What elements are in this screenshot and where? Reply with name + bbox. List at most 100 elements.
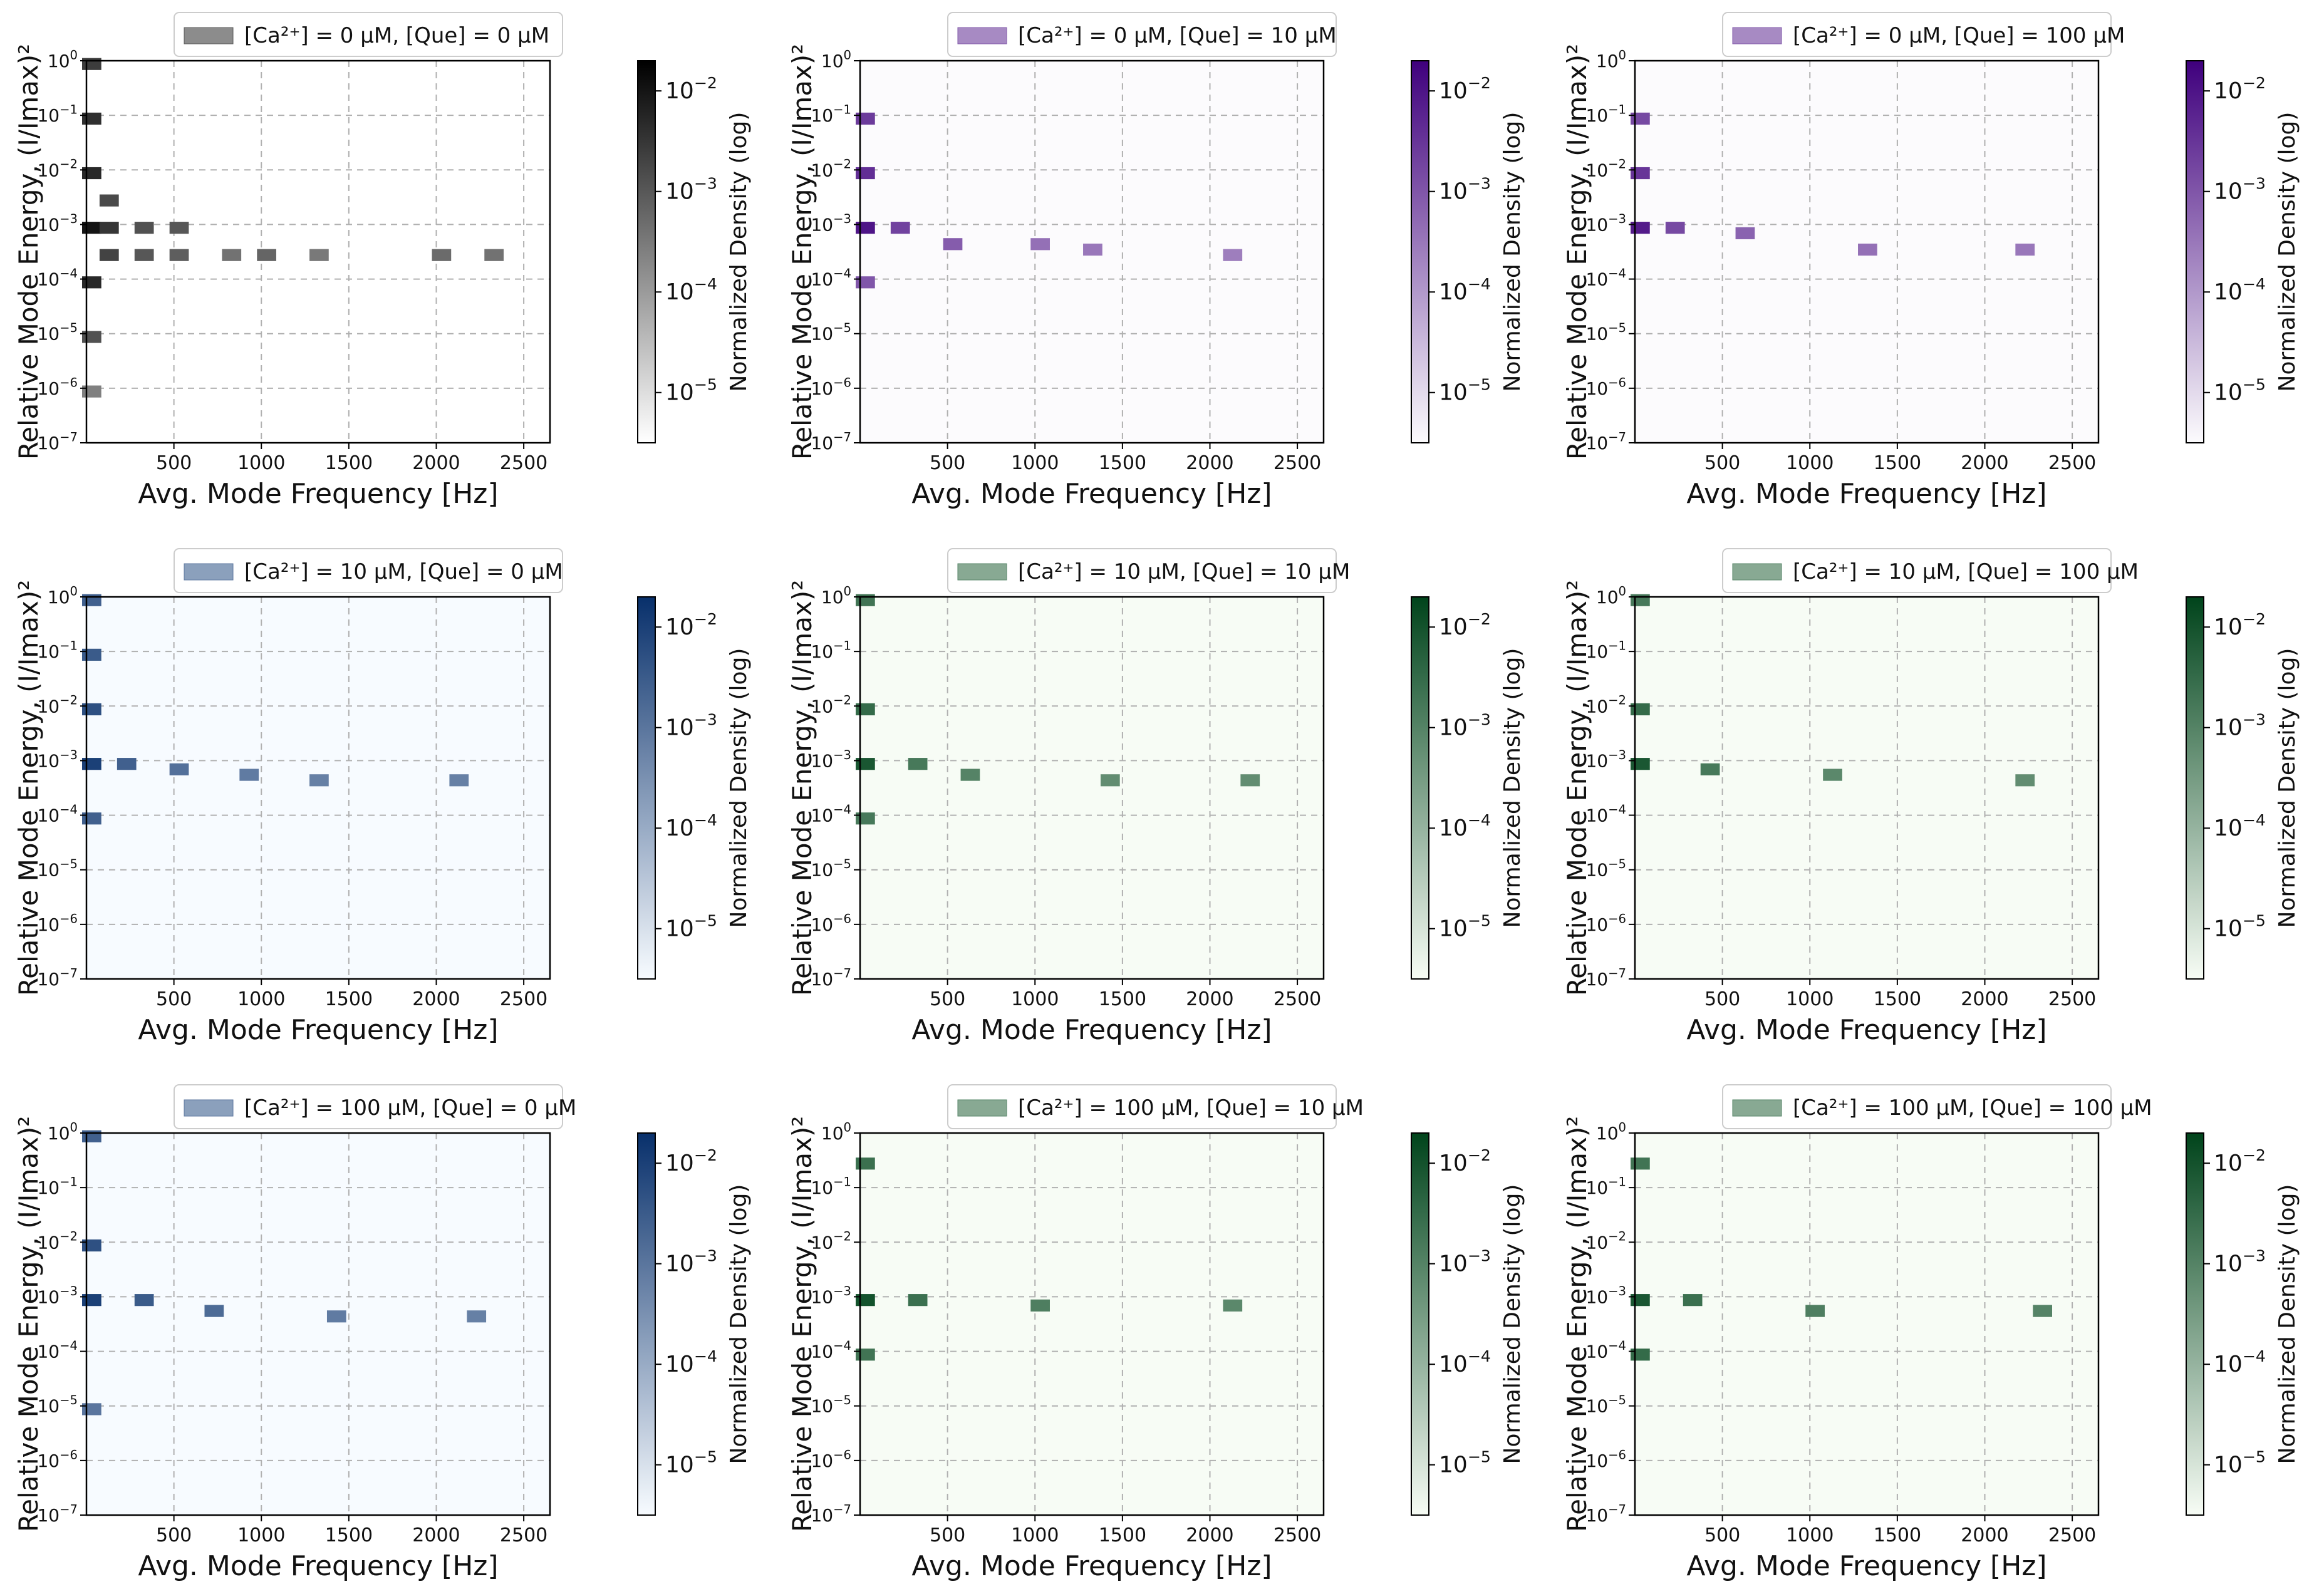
x-tick-label: 2000 — [1186, 1524, 1233, 1546]
heatmap-cell — [222, 249, 242, 261]
legend-swatch — [1732, 563, 1782, 581]
colorbar — [2186, 596, 2204, 980]
y-tick-label: 10−7 — [1585, 966, 1626, 990]
heatmap-cell — [856, 812, 875, 825]
x-tick-label: 500 — [930, 1524, 965, 1546]
heatmap-cell — [1631, 1348, 1650, 1361]
heatmap-cell — [432, 249, 452, 261]
x-tick-label: 1500 — [1099, 988, 1146, 1010]
colorbar-label: Normalized Density (log) — [726, 648, 752, 928]
colorbar — [1411, 60, 1429, 443]
x-tick-label: 1000 — [1786, 1524, 1834, 1546]
heatmap-cell — [134, 1294, 154, 1307]
heatmap-cell — [82, 167, 101, 180]
colorbar-tick-label: 10−5 — [2214, 376, 2266, 406]
chart-panel: 500 1000 1500 2000 2500 10−7 10−6 10−5 10−4 10−3 1… — [13, 548, 752, 1046]
colorbar-label: Normalized Density (log) — [1500, 1184, 1525, 1464]
heatmap-cell — [82, 648, 101, 661]
y-tick-label: 10−7 — [1585, 1502, 1626, 1526]
x-axis-label: Avg. Mode Frequency [Hz] — [1686, 1014, 2046, 1046]
heatmap-cell — [82, 594, 101, 606]
axes-frame — [859, 596, 1325, 980]
heatmap-cell — [82, 1239, 101, 1252]
y-tick-label: 10−1 — [811, 639, 851, 663]
y-tick-label: 10−2 — [37, 1229, 78, 1253]
y-tick-label: 10−3 — [1585, 748, 1626, 772]
chart-panel: 500 1000 1500 2000 2500 10−7 10−6 10−5 10−4 10−3 1… — [787, 548, 1525, 1046]
x-tick-label: 1000 — [1011, 988, 1059, 1010]
chart-panel: 500 1000 1500 2000 2500 10−7 10−6 10−5 10−4 10−3 1… — [13, 1084, 752, 1582]
colorbar-tick-label: 10−3 — [1439, 710, 1491, 740]
y-tick-label: 10−5 — [811, 321, 851, 344]
y-tick-label: 10−4 — [37, 802, 78, 826]
colorbar-tick-label: 10−3 — [2214, 174, 2266, 204]
plot-background — [86, 1133, 550, 1515]
heatmap-cell — [1665, 222, 1685, 234]
colorbar-tick-label: 10−3 — [2214, 1246, 2266, 1276]
colorbar-label: Normalized Density (log) — [1500, 648, 1525, 928]
y-tick-label: 10−5 — [811, 1393, 851, 1417]
plot-background — [1635, 1133, 2098, 1515]
x-tick-label: 1000 — [237, 452, 285, 474]
colorbar — [637, 596, 656, 980]
heatmap-cell — [1631, 167, 1650, 180]
y-tick-label: 10−2 — [1585, 1229, 1626, 1253]
colorbar-tick-label: 10−2 — [665, 74, 717, 104]
x-tick-label: 2500 — [1274, 1524, 1321, 1546]
x-tick-label: 500 — [930, 988, 965, 1010]
heatmap-cell — [856, 167, 875, 180]
y-tick-label: 10−4 — [1585, 802, 1626, 826]
y-axis-label: Relative Mode Energy, (I/Imax)² — [787, 580, 817, 996]
x-tick-label: 1000 — [1786, 452, 1834, 474]
heatmap-cell — [484, 249, 504, 261]
y-tick-label: 10−5 — [1585, 321, 1626, 344]
y-tick-label: 10−1 — [1585, 639, 1626, 663]
colorbar-label: Normalized Density (log) — [2275, 1184, 2300, 1464]
legend-box — [1722, 548, 2112, 593]
heatmap-cell — [1631, 594, 1650, 606]
y-tick-label: 10−2 — [811, 157, 851, 181]
heatmap-cell — [309, 774, 329, 787]
x-tick-label: 2000 — [412, 452, 460, 474]
x-tick-label: 1500 — [325, 988, 373, 1010]
y-tick-label: 10−4 — [811, 802, 851, 826]
y-tick-label: 10−6 — [1585, 375, 1626, 399]
heatmap-cell — [82, 703, 101, 716]
y-tick-label: 10−3 — [811, 748, 851, 772]
y-tick-label: 10−1 — [1585, 103, 1626, 127]
legend-swatch — [1732, 1099, 1782, 1117]
heatmap-cell — [82, 758, 101, 770]
y-tick-label: 100 — [1596, 1120, 1626, 1144]
heatmap-cell — [82, 1294, 101, 1307]
y-tick-label: 10−1 — [37, 103, 78, 127]
heatmap-cell — [169, 763, 189, 775]
y-tick-label: 10−1 — [37, 1175, 78, 1199]
chart-panel: 500 1000 1500 2000 2500 10−7 10−6 10−5 10−4 10−3 1… — [13, 12, 752, 510]
heatmap-cell — [82, 222, 101, 234]
chart-panel: 500 1000 1500 2000 2500 10−7 10−6 10−5 10−4 10−3 1… — [787, 12, 1525, 510]
heatmap-cell — [169, 249, 189, 261]
heatmap-cell — [82, 58, 101, 70]
x-tick-label: 500 — [156, 452, 192, 474]
y-tick-label: 10−4 — [811, 1338, 851, 1362]
x-tick-label: 1500 — [1874, 452, 1921, 474]
heatmap-cell — [1858, 243, 1877, 256]
x-axis-label: Avg. Mode Frequency [Hz] — [138, 1550, 498, 1582]
x-tick-label: 1500 — [1874, 1524, 1921, 1546]
x-axis-label: Avg. Mode Frequency [Hz] — [1686, 1550, 2046, 1582]
heatmap-cell — [1631, 758, 1650, 770]
colorbar-tick-label: 10−5 — [665, 376, 717, 406]
legend-swatch — [957, 563, 1007, 581]
colorbar-tick-label: 10−3 — [665, 174, 717, 204]
y-axis-label: Relative Mode Energy, (I/Imax)² — [1562, 580, 1592, 996]
heatmap-cell — [1083, 243, 1102, 256]
legend-box — [947, 12, 1337, 57]
y-tick-label: 100 — [48, 1120, 78, 1144]
y-tick-label: 10−5 — [1585, 1393, 1626, 1417]
y-tick-label: 10−6 — [37, 911, 78, 935]
y-tick-label: 10−5 — [37, 857, 78, 881]
heatmap-cell — [99, 194, 119, 207]
y-tick-label: 10−4 — [37, 1338, 78, 1362]
colorbar-tick-label: 10−5 — [665, 912, 717, 942]
y-tick-label: 10−1 — [811, 1175, 851, 1199]
